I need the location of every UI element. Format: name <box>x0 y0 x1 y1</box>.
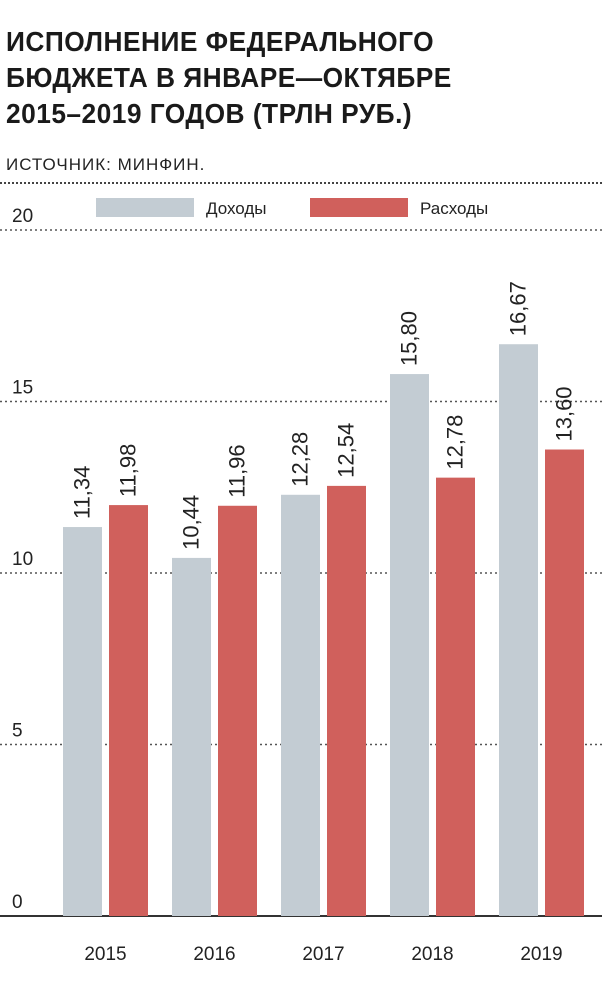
x-tick-label-2019: 2019 <box>520 944 562 965</box>
bar-2019-2 <box>545 449 584 916</box>
data-label-2019-1: 16,67 <box>506 281 531 336</box>
header-divider <box>0 182 602 184</box>
data-label-2017-1: 12,28 <box>288 432 313 487</box>
y-tick-label-0: 0 <box>12 892 23 913</box>
data-label-2018-1: 15,80 <box>397 311 422 366</box>
x-tick-label-2016: 2016 <box>193 944 235 965</box>
bar-2015-1 <box>63 527 102 916</box>
bar-2016-2 <box>218 505 257 916</box>
bar-2016-1 <box>172 557 211 916</box>
x-tick-label-2017: 2017 <box>302 944 344 965</box>
bar-2017-2 <box>327 485 366 916</box>
x-tick-label-2015: 2015 <box>84 944 126 965</box>
bar-2018-2 <box>436 477 475 916</box>
bar-2017-1 <box>281 494 320 916</box>
title-line-2: БЮДЖЕТА В ЯНВАРЕ—ОКТЯБРЕ <box>6 62 452 93</box>
data-label-2016-1: 10,44 <box>179 495 204 550</box>
x-tick-label-2018: 2018 <box>411 944 453 965</box>
title-line-3: 2015–2019 ГОДОВ (ТРЛН РУБ.) <box>6 98 413 129</box>
legend-swatch-2 <box>310 198 408 217</box>
chart-title: ИСПОЛНЕНИЕ ФЕДЕРАЛЬНОГО БЮДЖЕТА В ЯНВАРЕ… <box>6 24 561 132</box>
y-tick-label-20: 20 <box>12 206 33 227</box>
data-label-2015-1: 11,34 <box>70 466 95 519</box>
y-tick-label-10: 10 <box>12 549 33 570</box>
data-label-2017-2: 12,54 <box>334 423 359 478</box>
legend-label-2: Расходы <box>420 199 488 218</box>
legend-swatch-1 <box>96 198 194 217</box>
bar-2019-1 <box>499 344 538 916</box>
bar-2015-2 <box>109 505 148 916</box>
bar-2018-1 <box>390 374 429 916</box>
data-label-2015-2: 11,98 <box>116 444 141 497</box>
y-tick-label-15: 15 <box>12 378 33 399</box>
data-label-2018-2: 12,78 <box>443 415 468 470</box>
title-line-1: ИСПОЛНЕНИЕ ФЕДЕРАЛЬНОГО <box>6 26 435 57</box>
data-label-2016-2: 11,96 <box>225 444 250 497</box>
legend-label-1: Доходы <box>206 199 267 218</box>
source-note: ИСТОЧНИК: МИНФИН. <box>6 155 206 174</box>
data-label-2019-2: 13,60 <box>552 386 577 441</box>
y-tick-label-5: 5 <box>12 721 23 742</box>
